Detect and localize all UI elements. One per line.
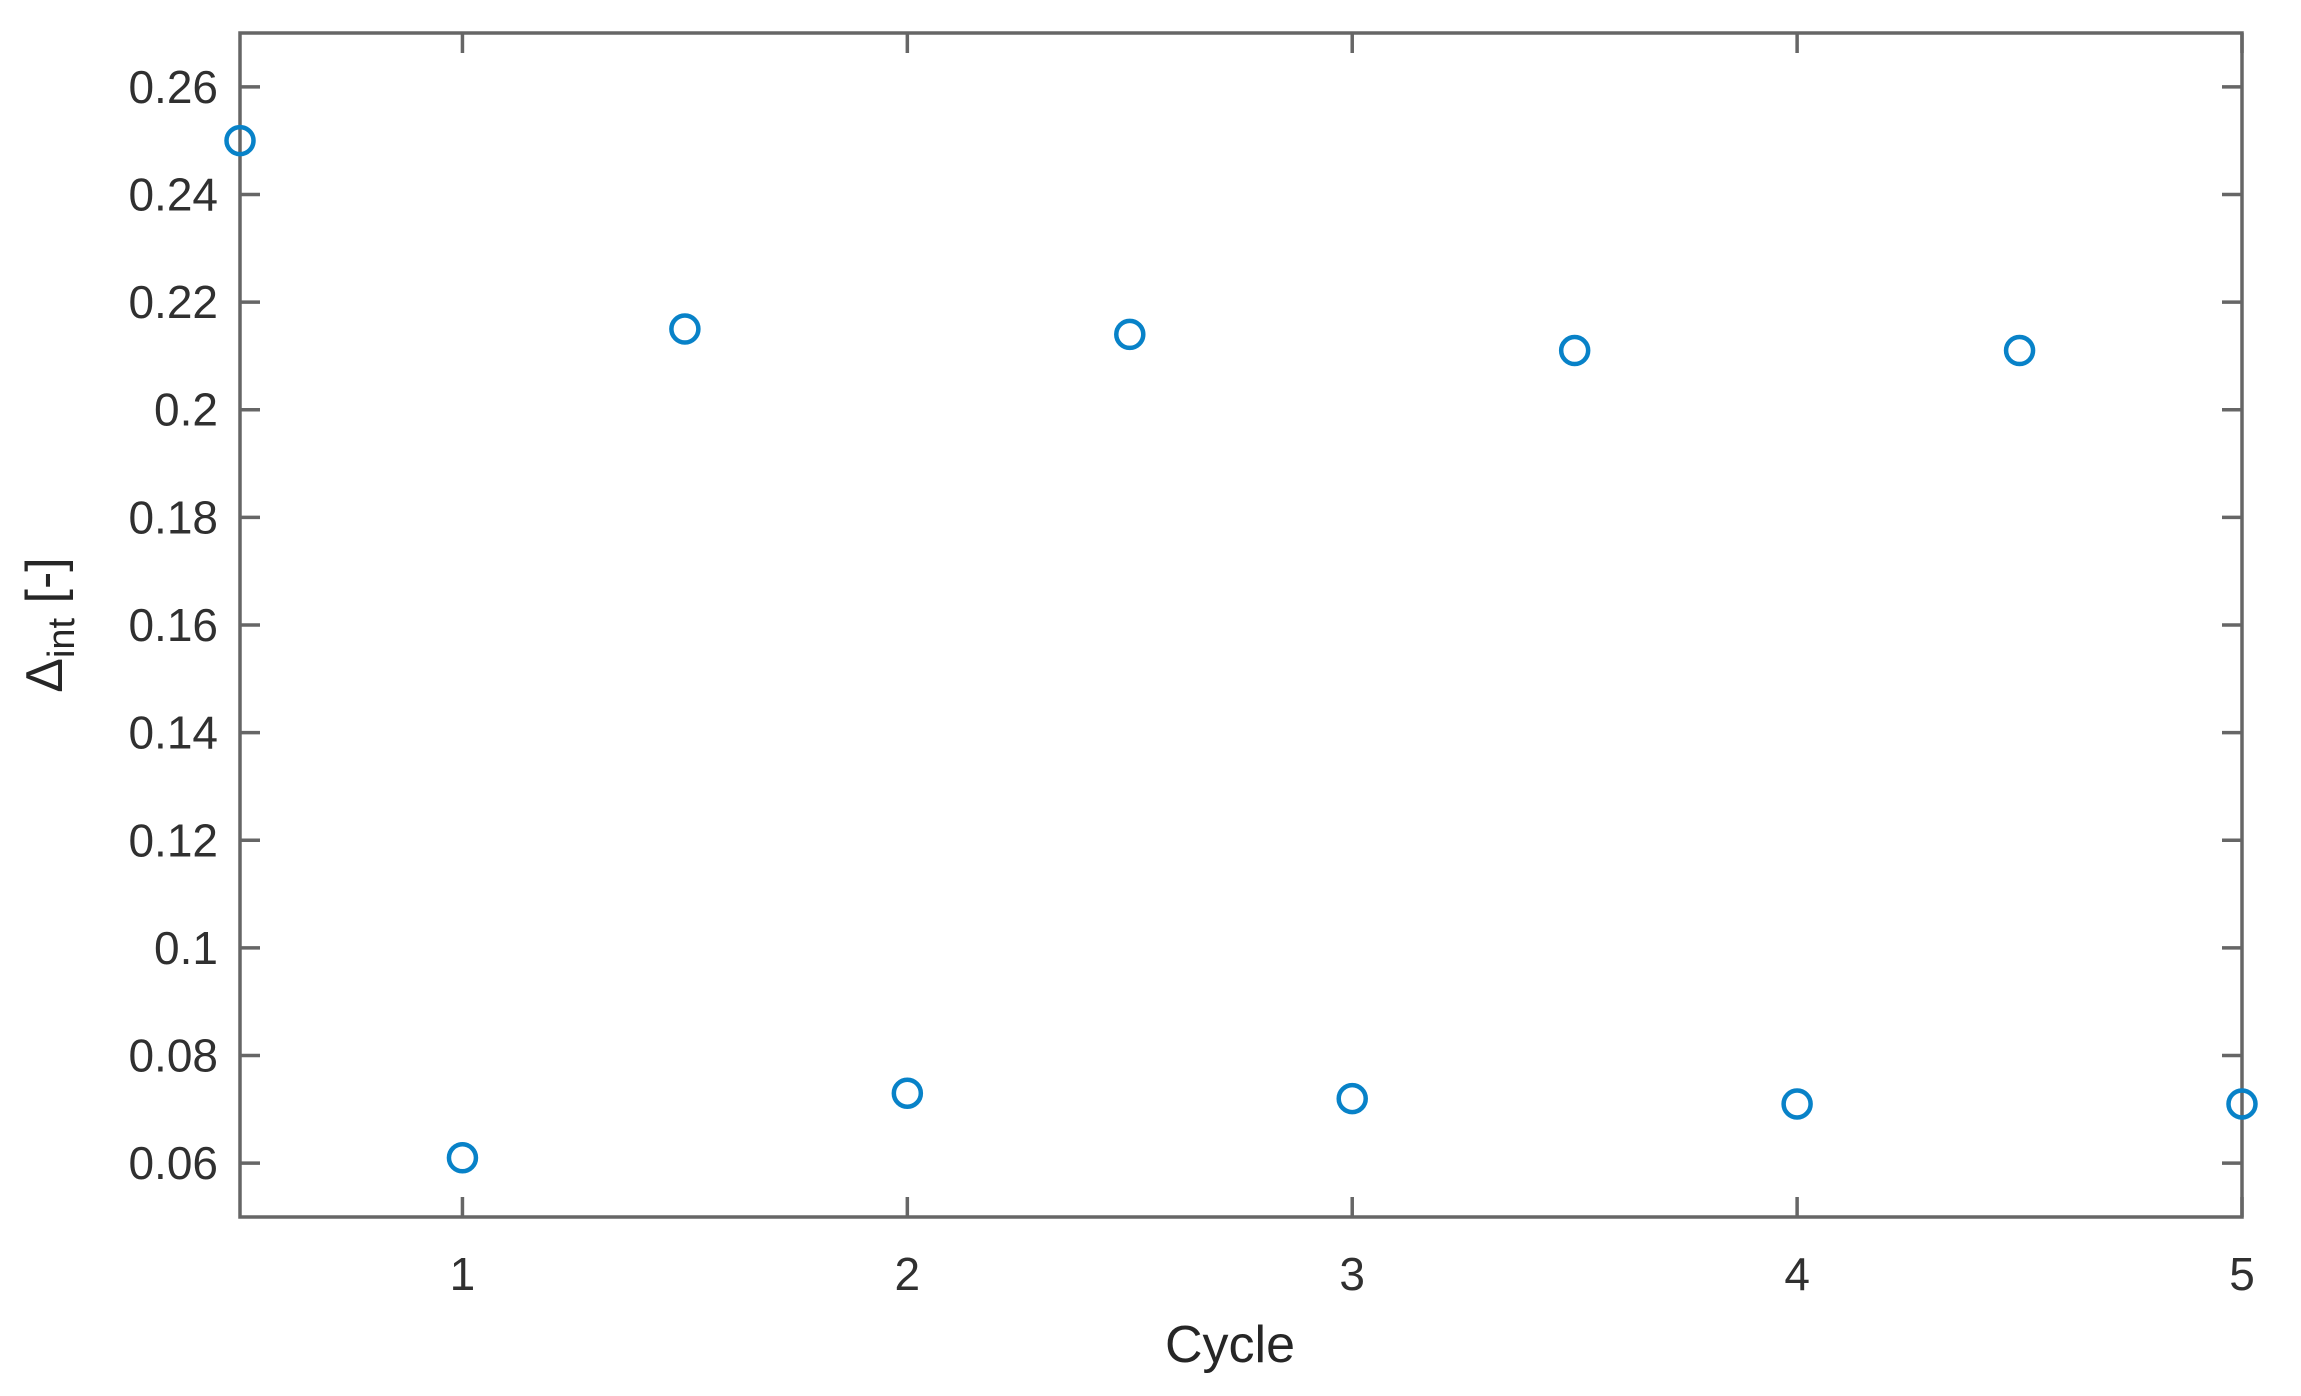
y-tick-label: 0.18 bbox=[128, 491, 218, 543]
data-point-marker bbox=[1114, 318, 1146, 351]
y-tick-label: 0.1 bbox=[154, 922, 218, 974]
x-tick-label: 1 bbox=[450, 1248, 476, 1300]
data-point-marker bbox=[1781, 1088, 1813, 1120]
data-point-marker bbox=[2226, 1088, 2258, 1120]
x-tick-label: 4 bbox=[1784, 1248, 1810, 1300]
y-tick-label: 0.26 bbox=[128, 61, 218, 113]
data-point-marker bbox=[224, 124, 256, 157]
y-tick-label: 0.22 bbox=[128, 276, 218, 328]
y-tick-label: 0.16 bbox=[128, 599, 218, 651]
y-tick-label: 0.08 bbox=[128, 1030, 218, 1082]
x-tick-label: 5 bbox=[2229, 1248, 2255, 1300]
data-point-marker bbox=[1558, 334, 1591, 367]
y-tick-label: 0.2 bbox=[154, 384, 218, 436]
x-tick-label: 3 bbox=[1339, 1248, 1365, 1300]
plot-frame bbox=[238, 31, 2244, 1219]
y-tick-label: 0.14 bbox=[128, 707, 218, 759]
x-tick-label: 2 bbox=[895, 1248, 921, 1300]
data-point-marker bbox=[2003, 334, 2036, 367]
y-axis-label: Δint [-] bbox=[16, 557, 83, 693]
data-point-marker bbox=[891, 1077, 924, 1109]
x-axis-label: Cycle bbox=[1165, 1316, 1295, 1374]
data-point-marker bbox=[669, 313, 701, 345]
y-tick-label: 0.06 bbox=[128, 1137, 218, 1189]
y-tick-label: 0.24 bbox=[128, 168, 218, 220]
y-tick-label: 0.12 bbox=[128, 814, 218, 866]
data-point-marker bbox=[446, 1142, 479, 1174]
data-point-marker bbox=[1336, 1082, 1368, 1115]
